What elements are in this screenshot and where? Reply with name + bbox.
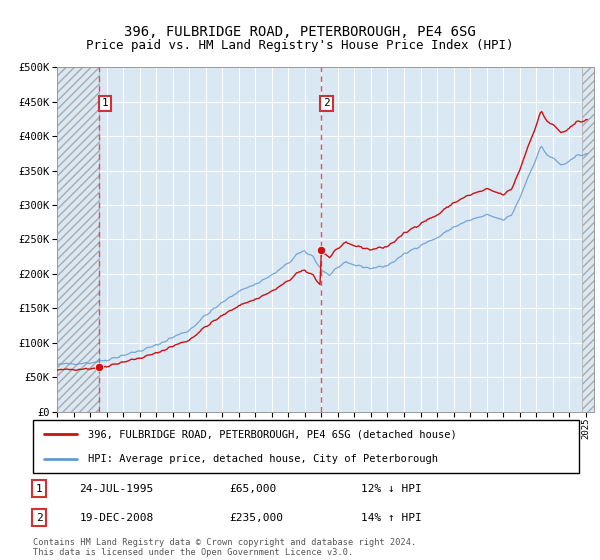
Text: 2: 2 [36, 513, 43, 522]
Text: 396, FULBRIDGE ROAD, PETERBOROUGH, PE4 6SG: 396, FULBRIDGE ROAD, PETERBOROUGH, PE4 6… [124, 25, 476, 39]
Text: 19-DEC-2008: 19-DEC-2008 [79, 513, 154, 522]
Bar [57, 67, 99, 412]
Text: 24-JUL-1995: 24-JUL-1995 [79, 484, 154, 493]
Text: 1: 1 [102, 99, 109, 109]
Text: 12% ↓ HPI: 12% ↓ HPI [361, 484, 421, 493]
Text: 1: 1 [36, 484, 43, 493]
Text: 14% ↑ HPI: 14% ↑ HPI [361, 513, 421, 522]
Bar [581, 67, 594, 412]
Text: 2: 2 [323, 99, 330, 109]
FancyBboxPatch shape [33, 420, 579, 473]
Text: Contains HM Land Registry data © Crown copyright and database right 2024.
This d: Contains HM Land Registry data © Crown c… [33, 538, 416, 557]
Text: HPI: Average price, detached house, City of Peterborough: HPI: Average price, detached house, City… [88, 454, 437, 464]
Text: £235,000: £235,000 [230, 513, 284, 522]
Text: 396, FULBRIDGE ROAD, PETERBOROUGH, PE4 6SG (detached house): 396, FULBRIDGE ROAD, PETERBOROUGH, PE4 6… [88, 430, 457, 440]
Text: Price paid vs. HM Land Registry's House Price Index (HPI): Price paid vs. HM Land Registry's House … [86, 39, 514, 52]
Text: £65,000: £65,000 [230, 484, 277, 493]
